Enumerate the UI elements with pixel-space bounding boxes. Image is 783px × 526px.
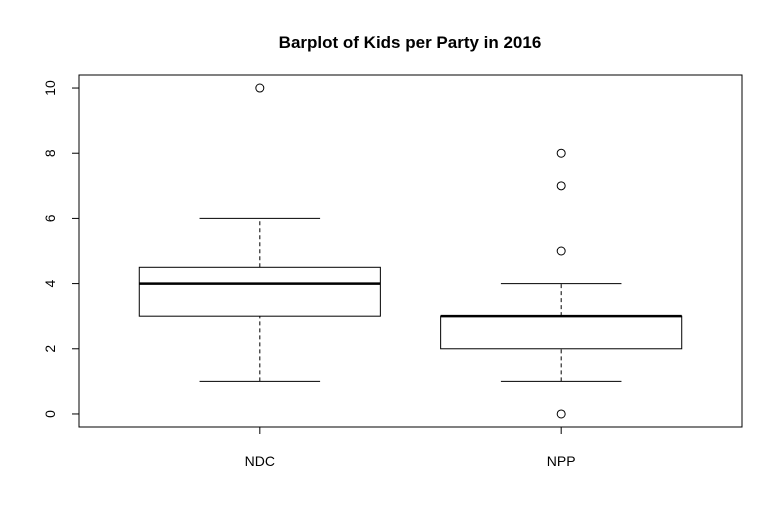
outlier-point	[556, 246, 566, 256]
y-axis: 0 2 4 6 8 10	[42, 80, 80, 418]
y-tick-label: 10	[42, 80, 58, 96]
x-tick-label: NPP	[547, 453, 576, 469]
y-tick-label: 0	[42, 410, 58, 418]
outlier-point	[556, 148, 566, 158]
y-tick-label: 8	[42, 149, 58, 157]
boxes-layer	[138, 83, 683, 419]
x-tick-label: NDC	[245, 453, 275, 469]
chart-title: Barplot of Kids per Party in 2016	[279, 33, 542, 52]
y-tick-label: 6	[42, 214, 58, 222]
y-tick-label: 4	[42, 279, 58, 287]
box-ndc	[138, 83, 381, 382]
outlier-point	[556, 181, 566, 191]
y-tick-label: 2	[42, 345, 58, 353]
x-axis: NDC NPP	[245, 426, 576, 469]
box-npp	[440, 148, 683, 419]
outlier-point	[255, 83, 265, 93]
outlier-point	[556, 409, 566, 419]
iqr-box	[138, 266, 381, 317]
plot-frame	[78, 74, 743, 428]
iqr-box	[440, 315, 683, 350]
